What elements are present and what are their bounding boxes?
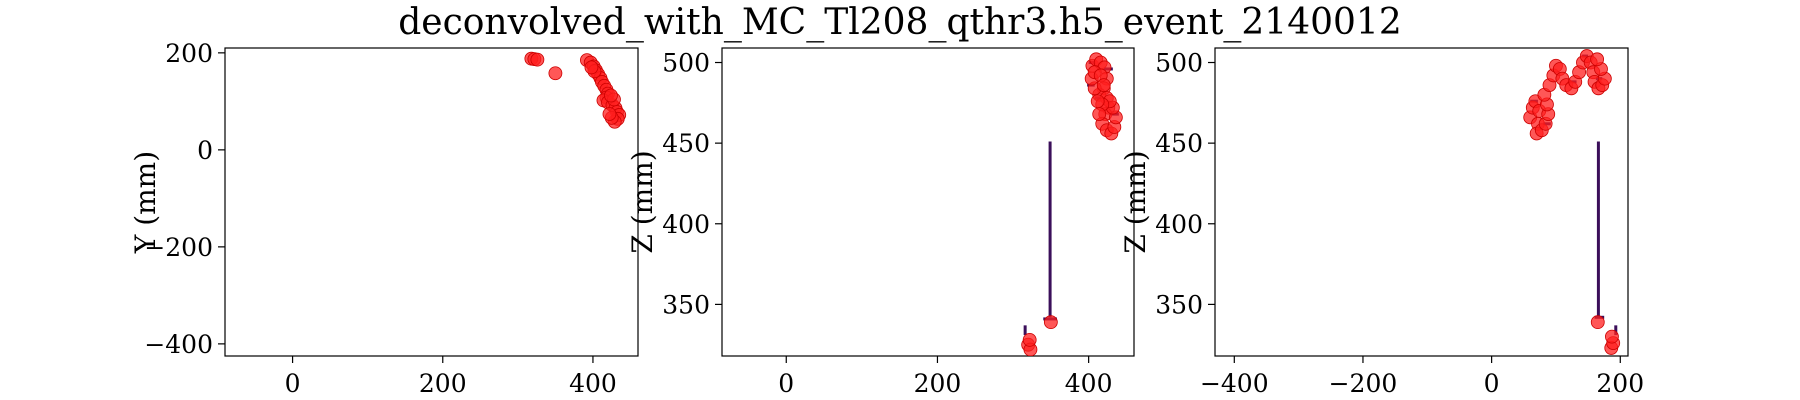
y-tick-label: 200 — [165, 39, 213, 68]
x-tick-label: 400 — [569, 369, 617, 398]
y-tick-label: −200 — [144, 233, 213, 262]
y-axis-label: Y (mm) — [129, 151, 162, 254]
hit-point — [602, 107, 617, 121]
data-layer — [1021, 52, 1123, 356]
data-layer — [1523, 49, 1621, 355]
y-tick-label: 350 — [662, 290, 710, 319]
hit-point — [1590, 315, 1605, 330]
y-axis-label: Z (mm) — [626, 150, 659, 253]
panel-1: 0 200 400 200 0 −200 −400 Y (mm) — [129, 39, 639, 398]
y-tick-label: 400 — [662, 210, 710, 239]
hit-point — [604, 88, 618, 103]
y-axis-label: Z (mm) — [1119, 150, 1152, 253]
y-tick-label: 400 — [1155, 210, 1203, 239]
hit-point — [1022, 332, 1037, 347]
y-tick-label: −400 — [144, 330, 213, 359]
axes-frame — [721, 47, 1135, 357]
chart-title: deconvolved_with_MC_Tl208_qthr3.h5_event… — [398, 2, 1401, 43]
hit-point — [1096, 78, 1111, 92]
hit-point — [1043, 315, 1058, 330]
x-tick-label: 200 — [419, 369, 467, 398]
x-tick-label: −200 — [1329, 369, 1398, 398]
x-tick-label: 200 — [914, 369, 962, 398]
y-tick-label: 350 — [1155, 290, 1203, 319]
axes-frame — [1214, 47, 1629, 357]
hit-point — [1605, 329, 1619, 344]
x-tick-label: 0 — [285, 369, 301, 398]
hit-point — [1092, 107, 1107, 122]
y-tick-label: 500 — [662, 49, 710, 78]
x-tick-label: 200 — [1596, 369, 1644, 398]
axes-frame — [224, 47, 639, 357]
hit-point — [584, 60, 599, 75]
y-tick-label: 450 — [662, 129, 710, 158]
y-tick-label: 500 — [1155, 49, 1203, 78]
x-tick-label: 0 — [1484, 369, 1500, 398]
hit-point — [530, 52, 545, 67]
hit-point — [548, 66, 563, 81]
panels: 0 200 400 200 0 −200 −400 Y (mm) 0 200 400 500 450 40… — [129, 39, 1644, 398]
y-tick-label: 450 — [1155, 129, 1203, 158]
y-tick-label: 0 — [197, 136, 213, 165]
x-tick-label: 400 — [1065, 369, 1113, 398]
data-layer — [524, 51, 627, 129]
panel-2: 0 200 400 500 450 400 350 Z (mm) — [626, 47, 1135, 398]
x-tick-label: −400 — [1200, 369, 1269, 398]
panel-3: −400 −200 0 200 500 450 400 350 Z (mm) — [1119, 47, 1644, 398]
hit-point — [1090, 94, 1105, 109]
x-tick-label: 0 — [778, 369, 794, 398]
hit-point — [1590, 52, 1605, 67]
